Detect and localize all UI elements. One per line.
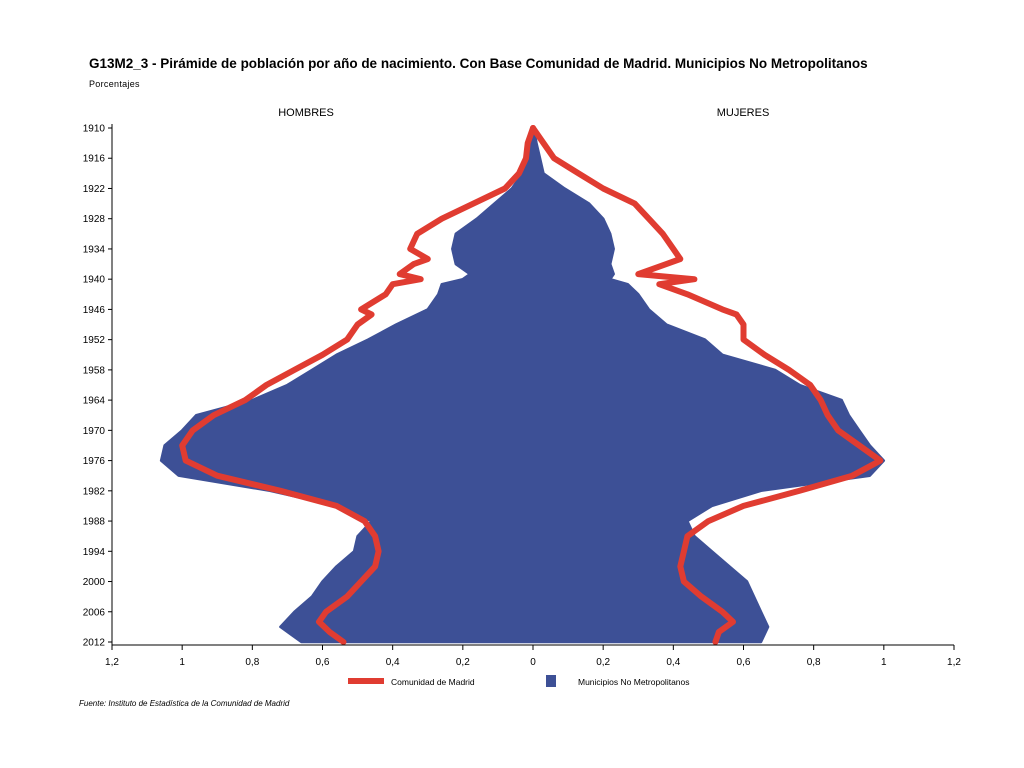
- x-tick-label: 0,8: [245, 657, 259, 668]
- x-tick-label: 1,2: [105, 657, 119, 668]
- x-tick-layer: 1,2 1 0,8 0,6 0,4 0,2 0 0,2 0,4 0,6 0,8 1 1,2: [105, 645, 961, 668]
- x-tick-label: 0,2: [456, 657, 470, 668]
- x-tick-label: 0,2: [596, 657, 610, 668]
- y-tick-label: 1928: [83, 214, 106, 225]
- y-tick-label: 1952: [83, 335, 106, 346]
- y-tick-label: 2012: [83, 638, 106, 649]
- x-tick-label: 1,2: [947, 657, 961, 668]
- x-tick-label: 1: [179, 657, 185, 668]
- y-tick-label: 1946: [83, 305, 106, 316]
- legend-swatch-municipios: [546, 675, 556, 687]
- side-label-mujeres: MUJERES: [717, 107, 770, 119]
- y-tick-label: 1916: [83, 154, 106, 165]
- y-tick-label: 1958: [83, 365, 106, 376]
- line-comunidad-de-madrid-mujeres: [530, 125, 884, 645]
- chart-title: G13M2_3 - Pirámide de población por año …: [89, 56, 868, 71]
- line-layer: [179, 125, 884, 645]
- line-comunidad-de-madrid-hombres: [179, 125, 536, 645]
- y-tick-label: 2006: [83, 607, 106, 618]
- y-tick-label: 1976: [83, 456, 106, 467]
- y-tick-label: 1970: [83, 426, 106, 437]
- x-tick-label: 1: [881, 657, 887, 668]
- x-tick-label: 0: [530, 657, 536, 668]
- x-tick-label: 0,6: [737, 657, 751, 668]
- y-tick-label: 1910: [83, 124, 106, 135]
- area-municipios-no-metropolitanos: [159, 126, 886, 644]
- x-tick-label: 0,4: [666, 657, 680, 668]
- chart-subtitle: Porcentajes: [89, 79, 140, 89]
- x-tick-label: 0,8: [807, 657, 821, 668]
- y-tick-layer: 1910 1916 1922 1928 1934 1940 1946 1952 1958 1964…: [83, 124, 112, 649]
- side-label-hombres: HOMBRES: [278, 107, 334, 119]
- y-tick-label: 1988: [83, 517, 106, 528]
- y-tick-label: 1922: [83, 184, 106, 195]
- y-tick-label: 1940: [83, 275, 106, 286]
- legend: Comunidad de Madrid Municipios No Metrop…: [348, 675, 690, 687]
- y-tick-label: 1994: [83, 547, 106, 558]
- legend-swatch-comunidad: [348, 678, 384, 684]
- legend-label-comunidad: Comunidad de Madrid: [391, 677, 475, 687]
- legend-label-municipios: Municipios No Metropolitanos: [578, 677, 690, 687]
- y-tick-label: 1934: [83, 244, 106, 255]
- x-tick-label: 0,4: [386, 657, 400, 668]
- y-tick-label: 1964: [83, 396, 106, 407]
- source-note: Fuente: Instituto de Estadística de la C…: [79, 699, 290, 708]
- y-tick-label: 2000: [83, 577, 106, 588]
- x-tick-label: 0,6: [316, 657, 330, 668]
- area-layer: [159, 126, 886, 644]
- y-tick-label: 1982: [83, 486, 106, 497]
